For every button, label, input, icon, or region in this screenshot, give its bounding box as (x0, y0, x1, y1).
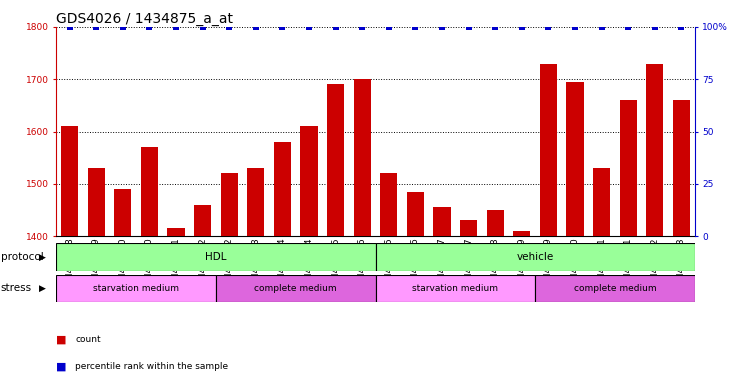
Bar (354, 79, 371, 236)
Point (330, 24, 342, 30)
Bar (167, 228, 185, 236)
Point (542, 24, 554, 30)
Point (250, 24, 262, 30)
Text: GDS4026 / 1434875_a_at: GDS4026 / 1434875_a_at (56, 12, 234, 26)
Bar (221, 174, 238, 236)
Text: vehicle: vehicle (517, 252, 553, 262)
Bar (540, 63, 557, 236)
Point (463, 24, 475, 30)
Bar (593, 168, 611, 236)
Text: protocol: protocol (1, 252, 44, 262)
Bar (216, 275, 376, 302)
Point (303, 24, 315, 30)
Text: complete medium: complete medium (255, 284, 337, 293)
Text: starvation medium: starvation medium (412, 284, 499, 293)
Bar (300, 126, 318, 236)
Text: stress: stress (1, 283, 32, 293)
Point (569, 24, 581, 30)
Bar (646, 63, 663, 236)
Text: starvation medium: starvation medium (93, 284, 179, 293)
Bar (487, 210, 504, 236)
Text: ■: ■ (56, 362, 67, 372)
Point (170, 24, 182, 30)
Bar (513, 231, 530, 236)
Text: ■: ■ (56, 335, 67, 345)
Point (143, 24, 155, 30)
Bar (327, 84, 344, 236)
Bar (376, 243, 695, 271)
Text: HDL: HDL (205, 252, 227, 262)
Point (223, 24, 235, 30)
Bar (433, 207, 451, 236)
Point (117, 24, 129, 30)
Point (489, 24, 501, 30)
Bar (407, 192, 424, 236)
Bar (56, 243, 376, 271)
Text: percentile rank within the sample: percentile rank within the sample (75, 362, 228, 371)
Point (596, 24, 608, 30)
Point (622, 24, 634, 30)
Point (356, 24, 368, 30)
Bar (380, 174, 397, 236)
Point (64, 24, 76, 30)
Point (383, 24, 395, 30)
Point (409, 24, 421, 30)
Text: complete medium: complete medium (574, 284, 656, 293)
Bar (194, 205, 211, 236)
Bar (247, 168, 264, 236)
Bar (61, 126, 78, 236)
Point (516, 24, 528, 30)
Bar (620, 100, 637, 236)
Point (197, 24, 209, 30)
Bar (673, 100, 690, 236)
Bar (56, 275, 216, 302)
Text: ▶: ▶ (38, 284, 46, 293)
Text: count: count (75, 335, 101, 344)
Bar (535, 275, 695, 302)
Point (276, 24, 288, 30)
Bar (566, 82, 584, 236)
Bar (274, 142, 291, 236)
Point (675, 24, 687, 30)
Bar (376, 275, 535, 302)
Point (436, 24, 448, 30)
Text: ▶: ▶ (38, 252, 46, 262)
Point (649, 24, 661, 30)
Bar (114, 189, 131, 236)
Point (90, 24, 102, 30)
Bar (88, 168, 105, 236)
Bar (460, 220, 477, 236)
Bar (140, 147, 158, 236)
